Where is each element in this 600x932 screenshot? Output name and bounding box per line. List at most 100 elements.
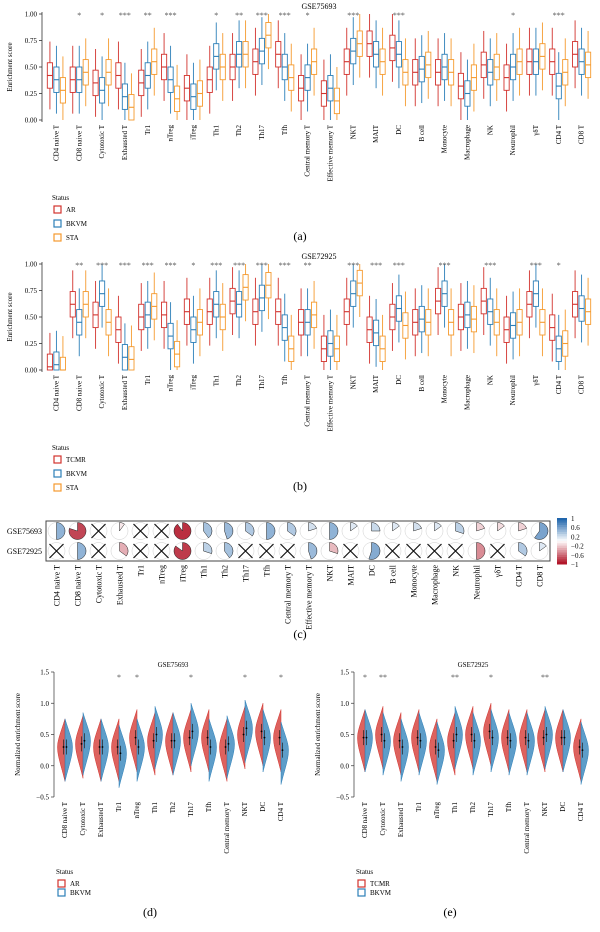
x-tick-label: Cytotoxic T xyxy=(79,801,87,835)
x-tick-label: DC xyxy=(395,375,403,385)
significance-mark: ** xyxy=(379,673,387,682)
colorbar-label: −0.6 xyxy=(571,552,584,560)
legend-swatch-tcmr xyxy=(53,455,62,464)
nonsignificant-cross xyxy=(490,543,505,559)
box xyxy=(59,356,66,371)
pie-cell xyxy=(518,542,528,557)
violin-half xyxy=(64,718,73,782)
legend-swatch-bkvm xyxy=(57,888,66,897)
significance-mark: *** xyxy=(393,261,405,270)
pie-cell xyxy=(287,522,297,537)
x-tick-label: Th17 xyxy=(258,125,266,140)
chart-title: GSE75693 xyxy=(301,2,336,11)
column-label: Central memory T xyxy=(284,565,293,624)
y-tick-label: 0.00 xyxy=(25,367,38,375)
violin-half xyxy=(100,718,109,782)
pie-cell xyxy=(119,522,125,532)
cell-outline xyxy=(236,542,255,560)
median-dot xyxy=(380,733,383,736)
median-dot xyxy=(437,749,440,752)
x-tick-label: CD8 naive T xyxy=(361,801,369,838)
violin-half xyxy=(526,712,535,776)
median-dot xyxy=(434,746,437,748)
x-tick-label: Th1 xyxy=(212,125,220,137)
pie-cell xyxy=(329,542,339,554)
significance-mark: *** xyxy=(256,261,268,270)
x-tick-label: Central memory T xyxy=(523,801,531,853)
significance-mark: * xyxy=(306,11,310,20)
x-tick-label: CD4 naive T xyxy=(52,374,60,411)
violin-half xyxy=(483,703,492,766)
x-tick-label: Cytotoxic T xyxy=(379,801,387,835)
median-dot xyxy=(398,739,401,742)
x-tick-label: Th2 xyxy=(469,802,477,814)
median-dot xyxy=(62,746,65,748)
x-tick-label: Th1 xyxy=(451,802,459,814)
violin-half xyxy=(357,709,366,773)
violin-half xyxy=(93,718,102,782)
nonsignificant-cross xyxy=(280,543,295,559)
x-tick-label: Th17 xyxy=(487,802,495,817)
chart-title: GSE72925 xyxy=(301,252,336,261)
median-dot xyxy=(152,739,155,742)
colorbar-segment xyxy=(557,552,567,556)
median-dot xyxy=(491,736,494,739)
median-dot xyxy=(80,742,83,745)
significance-mark: *** xyxy=(279,11,291,20)
y-tick-label: 0.00 xyxy=(25,117,38,125)
legend-label: BKVM xyxy=(70,889,92,897)
panel-label: (b) xyxy=(293,479,307,493)
nonsignificant-cross xyxy=(343,543,358,559)
x-tick-label: iTreg xyxy=(189,125,197,140)
column-label: iTreg xyxy=(179,565,188,582)
cell-outline xyxy=(446,542,465,560)
median-dot xyxy=(401,746,404,748)
violin-half xyxy=(382,712,391,776)
median-dot xyxy=(206,736,209,739)
x-tick-label: iTreg xyxy=(189,375,197,390)
median-dot xyxy=(224,746,227,748)
y-axis-label: Enrichment score xyxy=(6,292,14,341)
significance-mark: *** xyxy=(165,261,177,270)
cell-outline xyxy=(89,522,108,540)
y-tick-label: 1.5 xyxy=(40,669,49,677)
pie-cell xyxy=(350,522,358,532)
median-dot xyxy=(452,739,455,742)
significance-mark: *** xyxy=(553,11,565,20)
x-tick-label: DC xyxy=(395,125,403,135)
median-dot xyxy=(542,736,545,739)
x-tick-label: nTreg xyxy=(433,802,441,819)
nonsignificant-cross xyxy=(238,543,253,559)
x-tick-label: Th1 xyxy=(151,802,159,814)
y-tick-label: 1.5 xyxy=(340,669,349,677)
x-tick-label: Exhausted T xyxy=(121,124,129,160)
significance-mark: * xyxy=(189,673,193,682)
violin-half xyxy=(472,712,481,776)
violin-half xyxy=(273,709,282,773)
legend-label: STA xyxy=(66,234,79,242)
colorbar-segment xyxy=(557,559,567,563)
violin-half xyxy=(237,706,246,769)
nonsignificant-cross xyxy=(133,523,148,539)
y-axis-label: Normalized enrichment score xyxy=(314,693,322,776)
significance-mark: *** xyxy=(119,11,131,20)
x-tick-label: Th2 xyxy=(235,125,243,137)
significance-mark: ** xyxy=(304,261,312,270)
violin-half xyxy=(147,712,156,776)
colorbar-label: 0.6 xyxy=(571,524,580,532)
colorbar-label: 1 xyxy=(571,515,575,523)
panel-label: (a) xyxy=(293,229,306,243)
median-dot xyxy=(170,739,173,742)
legend-label: TCMR xyxy=(370,880,390,888)
column-label: NK xyxy=(452,565,461,577)
legend-swatch-sta xyxy=(53,233,62,242)
legend-swatch-sta xyxy=(53,483,62,492)
legend-title: Status xyxy=(52,194,69,202)
colorbar-segment xyxy=(557,561,567,565)
significance-mark: * xyxy=(511,11,515,20)
significance-mark: *** xyxy=(439,261,451,270)
significance-mark: ** xyxy=(75,261,83,270)
significance-mark: *** xyxy=(370,261,382,270)
colorbar-segment xyxy=(557,543,567,547)
significance-mark: *** xyxy=(96,261,108,270)
